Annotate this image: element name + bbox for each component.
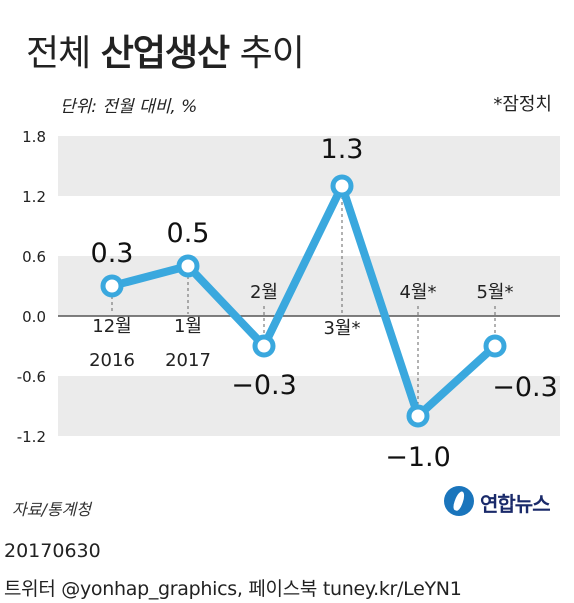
category-year-label: 2016 (89, 350, 135, 371)
category-label: 12월 (92, 316, 131, 337)
title-part1: 전체 (26, 33, 101, 74)
y-tick-label: 0.6 (22, 248, 46, 266)
value-label: −1.0 (385, 442, 451, 473)
value-label: −0.3 (492, 372, 558, 403)
category-label: 3월* (323, 318, 360, 339)
data-point (252, 334, 276, 358)
category-year-label: 2017 (165, 350, 211, 371)
data-point (176, 254, 200, 278)
value-label: 1.3 (321, 134, 364, 165)
data-point (483, 334, 507, 358)
footer: 20170630 트위터 @yonhap_graphics, 페이스북 tune… (0, 530, 574, 603)
y-tick-label: -0.6 (17, 368, 46, 386)
yonhap-logo: 연합뉴스 (444, 484, 568, 524)
series-line (108, 182, 499, 420)
data-point (330, 174, 354, 198)
y-tick-label: 1.2 (22, 188, 46, 206)
category-label: 4월* (399, 282, 436, 303)
yonhap-logo-icon (444, 486, 474, 516)
category-label: 1월 (174, 316, 202, 337)
publish-date: 20170630 (4, 540, 101, 562)
value-label: 0.3 (91, 238, 134, 269)
category-label: 2월 (250, 282, 278, 303)
title-part2: 추이 (229, 33, 305, 74)
line-chart: 1.8 1.2 0.6 0.0 -0.6 -1.2 12월 2016 1월 2017 2월 3월* 4월… (17, 128, 560, 473)
title-highlight: 산업생산 (100, 33, 230, 74)
chart-title: 전체 산업생산 추이 (26, 24, 305, 76)
infographic-card: 전체 산업생산 추이 단위: 전월 대비, % *잠정치 1.8 1.2 0.6 0.… (0, 0, 574, 530)
value-label: 0.5 (167, 218, 210, 249)
logo-text: 연합뉴스 (480, 492, 551, 516)
unit-note: 단위: 전월 대비, % (60, 97, 198, 117)
source-note: 자료/통계청 (12, 500, 91, 519)
grid-band (58, 136, 560, 196)
category-label: 5월* (476, 282, 513, 303)
data-point (406, 404, 430, 428)
preliminary-note: *잠정치 (493, 94, 552, 115)
value-label: −0.3 (231, 370, 297, 401)
y-tick-label: 1.8 (22, 128, 46, 146)
social-credit: 트위터 @yonhap_graphics, 페이스북 tuney.kr/LeYN… (4, 578, 462, 600)
data-point (100, 274, 124, 298)
y-tick-label: -1.2 (17, 428, 46, 446)
grid-band (58, 376, 560, 436)
grid-band (58, 256, 560, 316)
y-tick-label: 0.0 (22, 308, 46, 326)
